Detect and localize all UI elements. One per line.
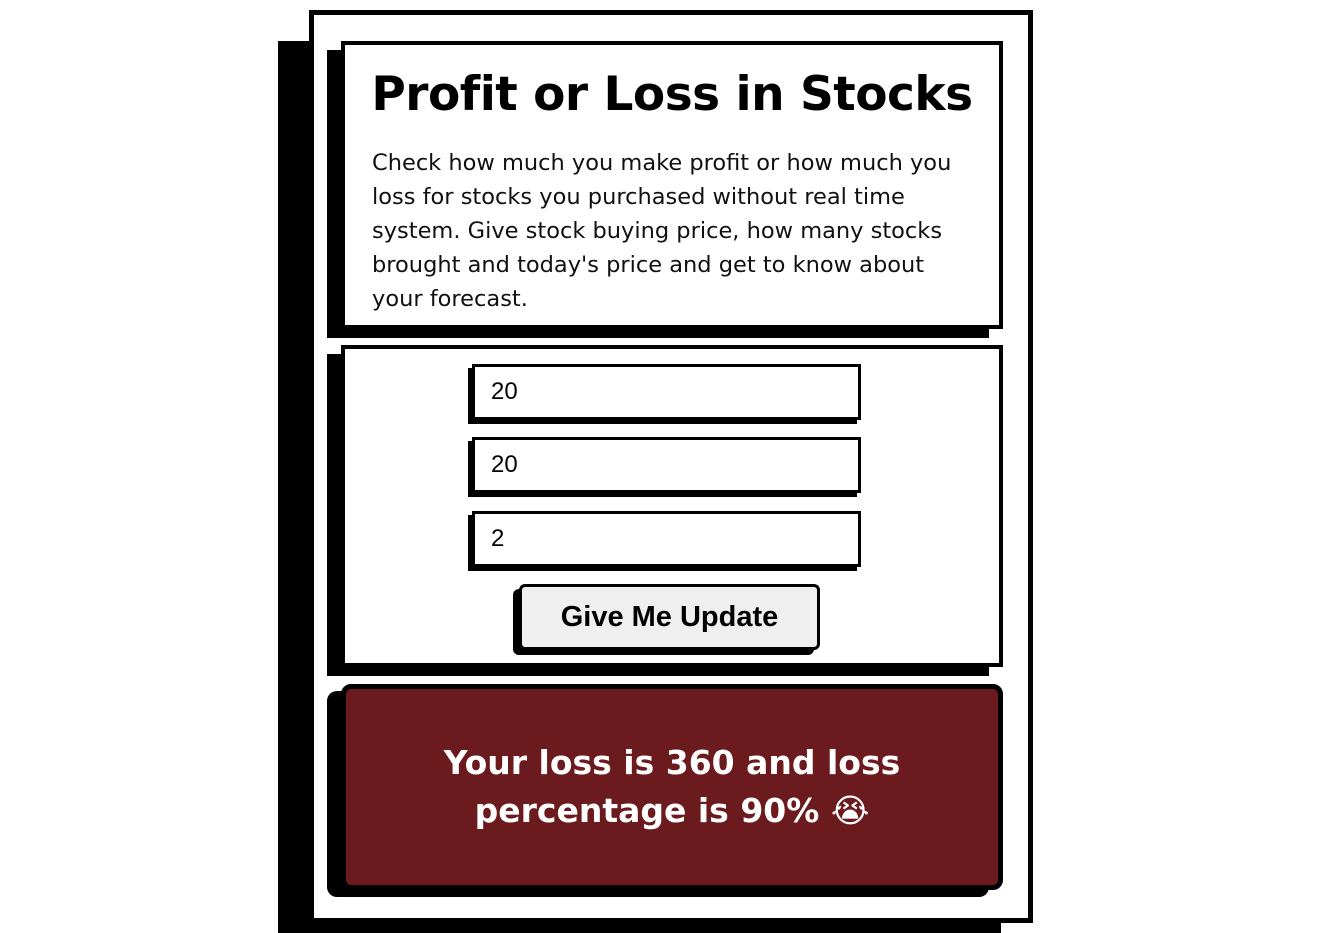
page-title: Profit or Loss in Stocks [371,67,973,122]
result-text: Your loss is 360 and loss percentage is … [443,743,901,830]
crying-face-icon: 😭 [830,791,870,830]
result-card: Your loss is 360 and loss percentage is … [341,684,1003,890]
current-price-input[interactable] [472,511,861,567]
give-me-update-button[interactable]: Give Me Update [519,584,820,650]
header-card: Profit or Loss in Stocks Check how much … [341,41,1003,329]
page-description: Check how much you make profit or how mu… [372,150,952,312]
purchase-price-input[interactable] [472,364,861,420]
stock-quantity-input[interactable] [472,437,861,493]
result-message: Your loss is 360 and loss percentage is … [412,739,932,835]
